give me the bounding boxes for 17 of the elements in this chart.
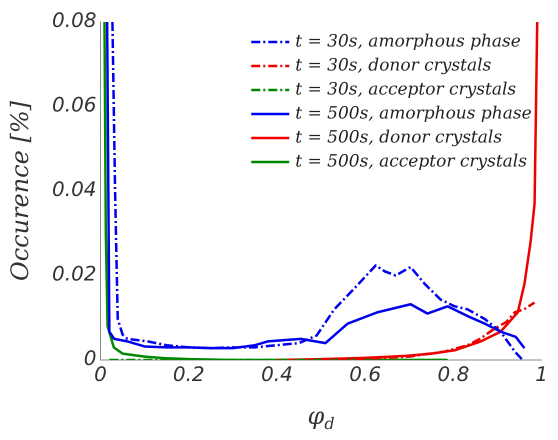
y-tick-label: 0 (84, 346, 97, 370)
y-tick-label: 0.02 (52, 262, 97, 286)
legend-label: t = 500s, acceptor crystals (295, 151, 528, 172)
legend-label: t = 500s, amorphous phase (295, 103, 532, 124)
x-tick-label: 0.4 (261, 362, 293, 386)
legend-label: t = 30s, acceptor crystals (295, 79, 516, 100)
x-tick-label: 0.2 (172, 362, 205, 386)
y-axis-title: Occurence [%] (6, 100, 34, 281)
y-tick-label: 0.04 (52, 177, 97, 202)
legend-label: t = 30s, donor crystals (295, 55, 492, 76)
x-tick-label: 0.8 (438, 362, 470, 386)
legend-label: t = 500s, donor crystals (295, 127, 502, 148)
x-tick-label: 0.6 (349, 362, 382, 386)
legend-label: t = 30s, amorphous phase (295, 31, 521, 52)
y-tick-label: 0.08 (52, 8, 97, 32)
x-tick-label: 1 (535, 362, 548, 386)
y-tick-label: 0.06 (52, 92, 97, 117)
